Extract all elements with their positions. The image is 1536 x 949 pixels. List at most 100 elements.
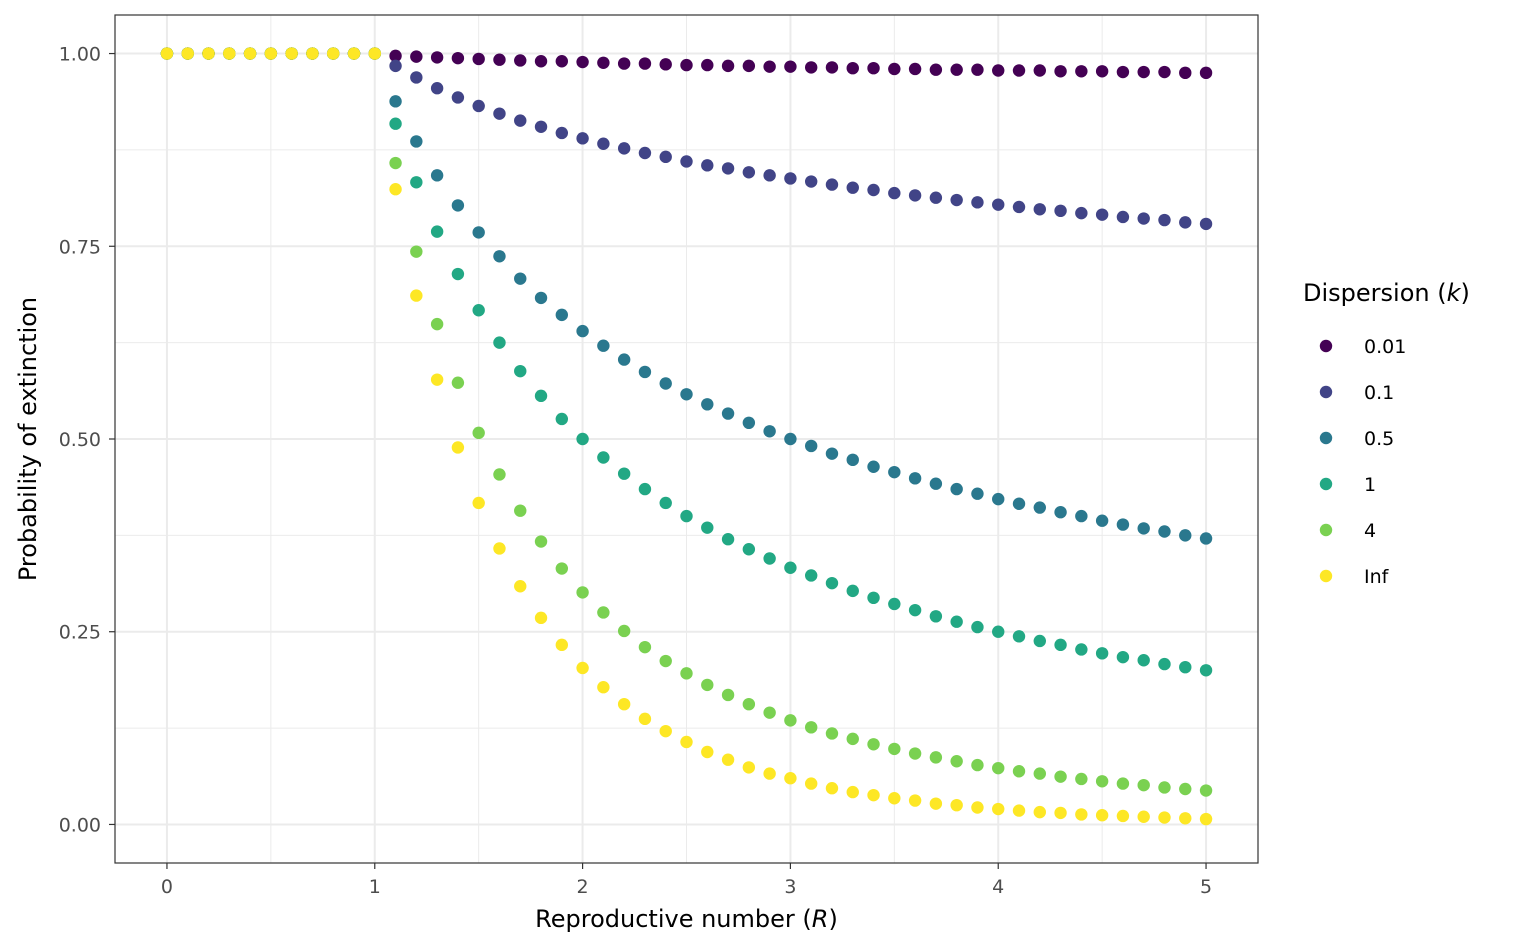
data-point: [763, 552, 776, 565]
data-point: [867, 591, 880, 605]
data-point: [825, 727, 839, 740]
data-point: [347, 47, 361, 60]
data-point: [971, 801, 984, 814]
legend-label-4: 4: [1364, 520, 1376, 542]
data-point: [1033, 634, 1046, 648]
data-point: [285, 47, 298, 60]
axes: 0 1 2 3 4 5 0.00 0.25 0.50 0.75 1.00: [59, 44, 1212, 898]
data-point: [1095, 65, 1109, 78]
data-point: [451, 51, 465, 65]
data-point: [784, 714, 797, 727]
data-point: [389, 49, 402, 63]
data-point: [825, 447, 839, 460]
data-point: [493, 336, 506, 349]
data-point: [721, 688, 735, 702]
data-point: [430, 373, 444, 386]
data-point: [950, 755, 963, 768]
data-point: [1075, 772, 1088, 786]
data-point: [1012, 765, 1026, 778]
data-point: [908, 794, 922, 807]
data-point: [389, 59, 402, 73]
data-point: [534, 55, 548, 68]
data-point: [1158, 525, 1171, 538]
data-point: [888, 465, 901, 479]
data-point: [1116, 518, 1130, 531]
data-point: [410, 245, 423, 258]
data-point: [514, 54, 527, 67]
legend-label-1: 1: [1364, 474, 1376, 496]
data-point: [1158, 811, 1171, 824]
data-point: [929, 191, 943, 204]
data-point: [929, 797, 943, 810]
data-point: [971, 620, 984, 634]
data-point: [1012, 497, 1026, 510]
data-point: [451, 91, 465, 104]
data-point: [1199, 217, 1213, 231]
data-point: [410, 71, 423, 84]
data-point: [617, 467, 631, 480]
data-point: [825, 178, 839, 191]
data-point: [1199, 812, 1213, 826]
data-point: [451, 441, 465, 454]
data-point: [992, 198, 1005, 211]
data-point: [908, 62, 922, 76]
data-point: [597, 137, 610, 150]
data-point: [804, 439, 818, 453]
data-point: [804, 61, 818, 74]
data-point: [742, 697, 756, 711]
data-point: [701, 678, 714, 692]
data-point: [929, 477, 943, 490]
data-point: [950, 798, 963, 812]
data-point: [534, 535, 548, 548]
data-point: [1137, 65, 1150, 79]
data-point: [617, 142, 631, 155]
data-point: [1095, 809, 1109, 822]
data-point: [1116, 65, 1130, 79]
data-point: [389, 95, 402, 108]
data-point: [1095, 208, 1109, 221]
data-point: [825, 61, 839, 74]
data-point: [908, 747, 922, 760]
data-point: [1075, 206, 1088, 220]
data-point: [888, 597, 901, 611]
legend-key-0.01: [1319, 339, 1333, 353]
data-point: [701, 58, 714, 72]
data-point: [846, 181, 859, 194]
data-point: [638, 640, 652, 654]
data-point: [1137, 522, 1150, 535]
data-point: [701, 398, 714, 411]
data-point: [576, 132, 589, 145]
data-point: [1075, 65, 1088, 78]
y-axis-title: Probability of extinction: [14, 297, 42, 581]
data-point: [638, 57, 652, 70]
data-point: [1179, 812, 1192, 825]
data-point: [763, 425, 776, 438]
data-point: [929, 63, 943, 76]
legend-title: Dispersion (k): [1303, 279, 1470, 307]
data-point: [1033, 767, 1046, 780]
data-point: [160, 47, 174, 60]
data-point: [430, 51, 444, 64]
data-point: [867, 788, 880, 802]
data-point: [1012, 804, 1026, 817]
data-point: [1054, 770, 1067, 783]
data-point: [410, 289, 423, 302]
data-point: [576, 55, 589, 69]
data-point: [992, 64, 1005, 77]
data-point: [555, 412, 569, 426]
data-point: [950, 193, 963, 207]
x-axis-title: Reproductive number (R): [535, 905, 838, 933]
data-point: [617, 353, 631, 366]
data-point: [659, 377, 672, 390]
data-point: [721, 533, 735, 546]
data-point: [929, 751, 943, 764]
data-point: [742, 543, 756, 556]
legend-label-Inf: Inf: [1364, 566, 1390, 588]
data-point: [534, 389, 548, 403]
data-point: [825, 576, 839, 590]
data-point: [950, 63, 963, 76]
data-point: [1054, 204, 1067, 218]
data-point: [784, 432, 797, 446]
data-point: [638, 146, 652, 160]
data-point: [1158, 65, 1171, 79]
